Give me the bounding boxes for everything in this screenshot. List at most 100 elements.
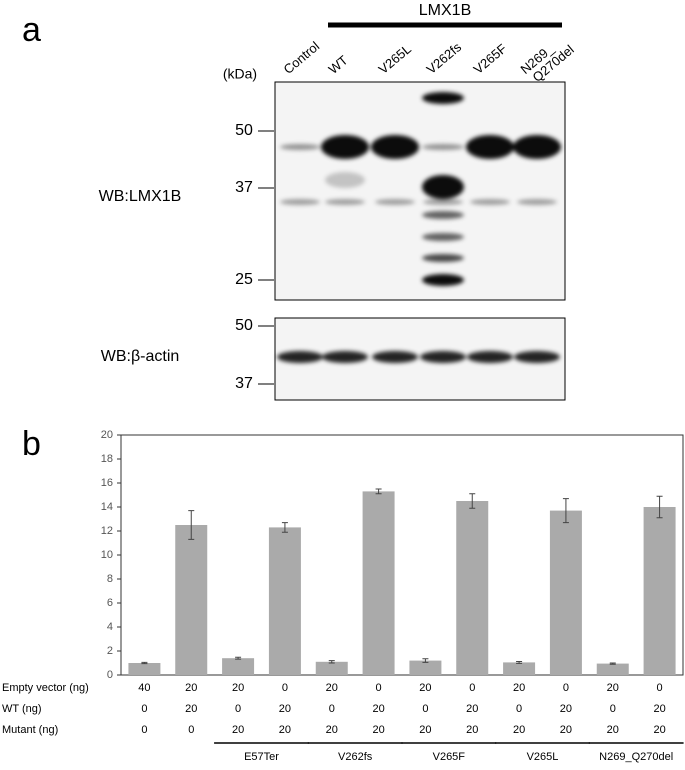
row-value: 20 <box>185 682 197 694</box>
unit: (kDa) <box>223 66 257 82</box>
marker-label: 50 <box>235 122 253 139</box>
marker-label: 37 <box>235 375 253 392</box>
group-label: LMX1B <box>419 2 471 19</box>
error-bar <box>281 522 288 533</box>
row-value: 20 <box>513 682 525 694</box>
bar <box>549 510 582 675</box>
y-tick-label: 14 <box>101 501 113 513</box>
y-tick-label: 20 <box>101 429 113 441</box>
error-bar <box>469 493 476 509</box>
row-value: 20 <box>560 703 572 715</box>
band <box>371 135 419 159</box>
band <box>325 199 365 205</box>
bands <box>277 92 561 363</box>
error-bar <box>516 660 523 664</box>
bar <box>643 507 676 675</box>
row-label: WT (ng) <box>2 703 42 715</box>
marker-label: 25 <box>235 271 253 288</box>
band <box>467 351 513 363</box>
row-value: 20 <box>326 724 338 736</box>
y-tick-label: 0 <box>107 669 113 681</box>
group-label: N269_Q270del <box>599 751 673 763</box>
row-value: 40 <box>138 682 150 694</box>
row-label: Mutant (ng) <box>2 724 58 736</box>
error-bar <box>141 661 148 665</box>
row-value: 20 <box>419 682 431 694</box>
bar <box>503 662 536 675</box>
lane-label: V265F <box>470 41 509 77</box>
y-tick-label: 10 <box>101 549 113 561</box>
y-tick-label: 16 <box>101 477 113 489</box>
row-value: 0 <box>282 682 288 694</box>
row-value: 0 <box>235 703 241 715</box>
row-value: 0 <box>563 682 569 694</box>
error-bar <box>656 495 663 519</box>
error-bar <box>375 488 382 495</box>
bar <box>128 663 161 675</box>
bar <box>222 658 255 675</box>
row-value: 0 <box>610 703 616 715</box>
band <box>422 254 464 262</box>
y-tick-label: 6 <box>107 597 113 609</box>
row-value: 20 <box>653 724 665 736</box>
bar <box>315 661 348 675</box>
panel-label: a <box>22 11 41 49</box>
group-label: E57Ter <box>244 751 279 763</box>
group-label: V262fs <box>338 751 373 763</box>
row-value: 20 <box>513 724 525 736</box>
error-bar <box>235 656 242 660</box>
band <box>514 351 560 363</box>
row-value: 0 <box>376 682 382 694</box>
row-value: 20 <box>560 724 572 736</box>
row-value: 20 <box>653 703 665 715</box>
row-value: 20 <box>279 724 291 736</box>
band <box>280 199 320 205</box>
y-tick-label: 12 <box>101 525 113 537</box>
lane-label: V262fs <box>423 39 464 77</box>
row-value: 0 <box>141 724 147 736</box>
band <box>470 199 510 205</box>
bar <box>409 660 442 675</box>
lane-label: WT <box>325 52 350 77</box>
band <box>280 144 320 150</box>
band <box>513 135 561 159</box>
bar <box>596 663 629 675</box>
group-label: V265F <box>433 751 466 763</box>
band <box>466 135 514 159</box>
band <box>422 274 464 286</box>
row-value: 0 <box>516 703 522 715</box>
blot-label: WB:LMX1B <box>99 188 182 205</box>
y-tick-label: 2 <box>107 645 113 657</box>
y-tick-label: 18 <box>101 453 113 465</box>
band <box>422 92 464 104</box>
y-tick-label: 4 <box>107 621 113 633</box>
row-value: 0 <box>188 724 194 736</box>
band <box>375 199 415 205</box>
band <box>517 199 557 205</box>
lane-label: Control <box>280 38 322 76</box>
row-value: 0 <box>141 703 147 715</box>
band <box>423 199 463 205</box>
row-value: 20 <box>466 703 478 715</box>
band <box>322 351 368 363</box>
bar <box>175 525 208 675</box>
band <box>372 351 418 363</box>
blot-upper <box>274 81 566 301</box>
row-value: 20 <box>607 724 619 736</box>
panel-label: b <box>22 425 41 463</box>
band <box>277 351 323 363</box>
blot-label: WB:β-actin <box>101 348 180 365</box>
error-bar <box>562 498 569 524</box>
error-bar <box>609 662 616 665</box>
band <box>422 233 464 241</box>
row-value: 20 <box>372 724 384 736</box>
band <box>422 144 464 150</box>
group-label: V265L <box>527 751 559 763</box>
bar <box>456 501 489 675</box>
band <box>422 175 464 199</box>
row-value: 0 <box>422 703 428 715</box>
band <box>321 135 369 159</box>
band <box>420 351 466 363</box>
row-label: Empty vector (ng) <box>2 682 89 694</box>
